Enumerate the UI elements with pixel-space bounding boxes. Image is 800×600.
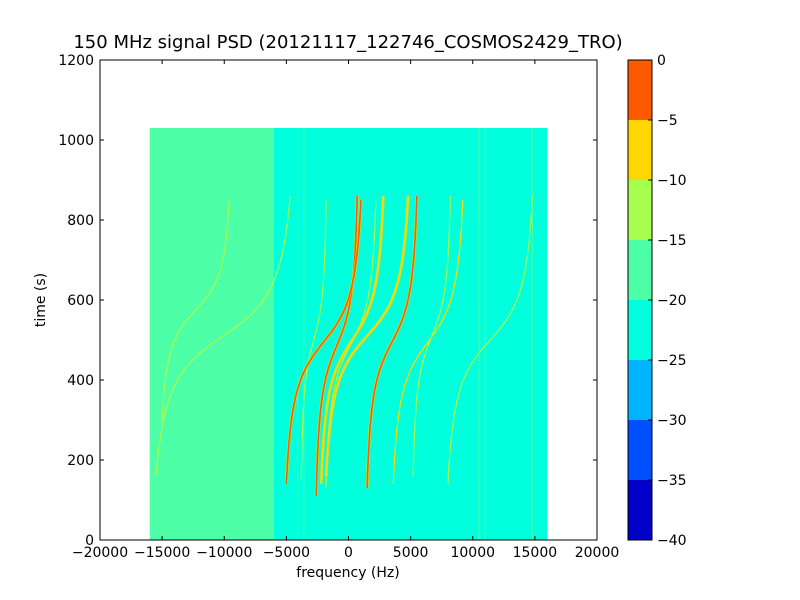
x-axis-label: frequency (Hz) bbox=[296, 565, 399, 581]
colorbar-tick-label: −35 bbox=[657, 473, 687, 489]
y-tick-label: 400 bbox=[67, 373, 94, 389]
colorbar-band bbox=[628, 120, 652, 180]
y-tick-label: 200 bbox=[67, 453, 94, 469]
doppler-track bbox=[161, 199, 230, 421]
doppler-track bbox=[392, 199, 464, 485]
y-tick-label: 0 bbox=[85, 533, 94, 549]
heatmap-region bbox=[273, 128, 486, 540]
y-tick-label: 1200 bbox=[58, 53, 94, 69]
x-tick-label: −10000 bbox=[196, 545, 252, 561]
doppler-track bbox=[447, 195, 534, 485]
y-axis-label: time (s) bbox=[33, 273, 49, 327]
x-tick-label: −15000 bbox=[134, 545, 190, 561]
y-axis: 0 200 400 600 800 1000 1200 bbox=[58, 53, 597, 549]
colorbar-tick-label: −25 bbox=[657, 353, 687, 369]
doppler-track bbox=[320, 195, 385, 485]
doppler-track bbox=[315, 195, 358, 497]
colorbar-band bbox=[628, 240, 652, 300]
heatmap-region bbox=[149, 128, 274, 540]
y-tick-label: 1000 bbox=[58, 133, 94, 149]
colorbar-tick-label: −5 bbox=[657, 113, 678, 129]
doppler-track bbox=[366, 195, 418, 489]
x-tick-label: 5000 bbox=[393, 545, 429, 561]
colorbar-tick-label: −40 bbox=[657, 533, 687, 549]
doppler-track bbox=[285, 199, 362, 485]
doppler-track bbox=[325, 195, 409, 477]
x-tick-label: 20000 bbox=[575, 545, 620, 561]
colorbar-band bbox=[628, 300, 652, 360]
chart-title: 150 MHz signal PSD (20121117_122746_COSM… bbox=[73, 32, 622, 53]
x-tick-label: 0 bbox=[344, 545, 353, 561]
colorbar-tick-label: −30 bbox=[657, 413, 687, 429]
colorbar-band bbox=[628, 60, 652, 120]
y-tick-label: 800 bbox=[67, 213, 94, 229]
x-tick-label: −5000 bbox=[263, 545, 310, 561]
doppler-track bbox=[155, 195, 291, 477]
colorbar-tick-label: −15 bbox=[657, 233, 687, 249]
colorbar: 0 −5 −10 −15 −20 −25 −30 −35 −40 bbox=[627, 53, 687, 549]
colorbar-band bbox=[628, 360, 652, 420]
doppler-track bbox=[300, 200, 327, 481]
x-tick-label: −20000 bbox=[72, 545, 128, 561]
colorbar-band bbox=[628, 480, 652, 540]
x-tick-label: 10000 bbox=[450, 545, 495, 561]
colorbar-tick-label: −10 bbox=[657, 173, 687, 189]
plot-area bbox=[99, 59, 598, 541]
heatmap-region bbox=[485, 128, 548, 540]
x-axis: −20000 −15000 −10000 −5000 0 5000 10000 15000 20… bbox=[72, 60, 619, 561]
x-tick-label: 15000 bbox=[513, 545, 558, 561]
y-tick-label: 600 bbox=[67, 293, 94, 309]
colorbar-tick-label: 0 bbox=[657, 53, 666, 69]
colorbar-tick-label: −20 bbox=[657, 293, 687, 309]
colorbar-band bbox=[628, 180, 652, 240]
colorbar-band bbox=[628, 420, 652, 480]
